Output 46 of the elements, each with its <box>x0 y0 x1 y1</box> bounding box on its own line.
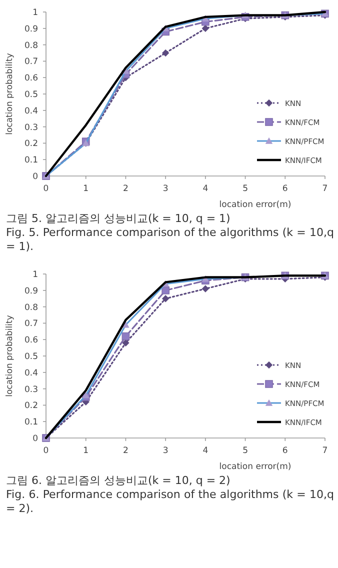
x-tick-label: 2 <box>123 446 128 456</box>
y-tick-label: 0.9 <box>24 286 38 296</box>
y-tick-label: 0.5 <box>24 352 38 362</box>
x-tick-label: 0 <box>43 446 49 456</box>
x-tick-label: 4 <box>202 446 208 456</box>
y-tick-label: 0.1 <box>24 156 38 166</box>
y-tick-label: 0.4 <box>24 368 38 378</box>
y-tick-label: 0.2 <box>24 401 38 412</box>
x-tick-label: 2 <box>123 184 128 194</box>
y-tick-label: 0.7 <box>24 57 38 68</box>
y-tick-label: 0.4 <box>24 106 38 116</box>
caption: Fig. 6. Performance comparison of the algorithms (k = 10,q = 2). <box>6 488 334 516</box>
y-axis-title: location probability <box>5 315 15 397</box>
x-tick-label: 5 <box>242 446 248 456</box>
x-axis-title: location error(m) <box>219 200 292 210</box>
y-tick-label: 0 <box>32 172 38 182</box>
x-tick-label: 1 <box>83 184 89 194</box>
y-axis-title: location probability <box>5 53 15 135</box>
x-tick-label: 7 <box>322 184 328 194</box>
y-tick-label: 0.3 <box>24 122 38 133</box>
y-tick-label: 0.8 <box>24 302 38 313</box>
x-tick-label: 7 <box>322 446 328 456</box>
y-tick-label: 0.8 <box>24 40 38 51</box>
y-tick-label: 1 <box>32 8 38 18</box>
caption: 그림 5. 알고리즘의 성능비교(k = 10, q = 1) <box>6 212 232 226</box>
caption: 그림 6. 알고리즘의 성능비교(k = 10, q = 2) <box>6 474 232 488</box>
x-tick-label: 6 <box>282 446 288 456</box>
y-tick-label: 0.9 <box>24 24 38 34</box>
y-tick-label: 0.2 <box>24 139 38 150</box>
x-tick-label: 6 <box>282 184 288 194</box>
y-tick-label: 0 <box>32 434 38 444</box>
y-tick-label: 0.3 <box>24 384 38 395</box>
y-tick-label: 0.6 <box>24 74 38 84</box>
x-tick-label: 3 <box>162 184 168 194</box>
x-axis-title: location error(m) <box>219 462 292 472</box>
x-tick-label: 1 <box>83 446 89 456</box>
x-tick-label: 5 <box>242 184 248 194</box>
y-tick-label: 0.5 <box>24 90 38 100</box>
y-tick-label: 1 <box>32 270 38 280</box>
x-tick-label: 0 <box>43 184 49 194</box>
y-tick-label: 0.7 <box>24 319 38 330</box>
x-tick-label: 4 <box>202 184 208 194</box>
caption: Fig. 5. Performance comparison of the algorithms (k = 10,q = 1). <box>6 226 334 254</box>
x-tick-label: 3 <box>162 446 168 456</box>
y-tick-label: 0.1 <box>24 418 38 428</box>
y-tick-label: 0.6 <box>24 336 38 346</box>
